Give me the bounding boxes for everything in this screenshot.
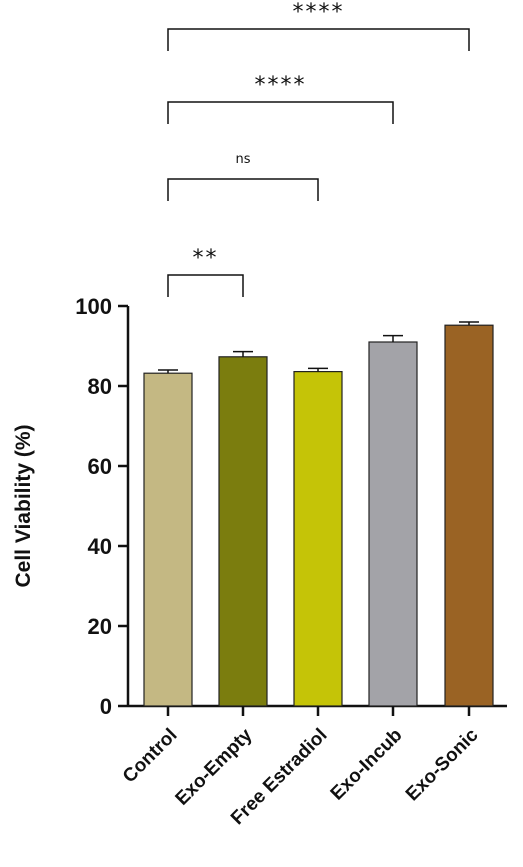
significance-brackets: ** ns **** **** [167, 0, 470, 297]
bars [143, 321, 494, 707]
y-tick-label: 80 [88, 374, 112, 399]
bar [444, 324, 494, 707]
significance-bracket [167, 274, 244, 297]
significance-label: ** [193, 246, 219, 271]
y-tick-label: 0 [100, 694, 112, 719]
category-label: Control [119, 725, 182, 788]
bar [368, 341, 418, 707]
significance-bracket [167, 101, 394, 124]
y-axis-title: Cell Viability (%) [12, 425, 35, 588]
significance-bracket [167, 28, 470, 51]
bar [293, 371, 343, 707]
y-tick-label: 100 [75, 294, 112, 319]
significance-label: ns [235, 152, 250, 167]
bar [218, 356, 268, 707]
category-label: Exo-Incub [327, 725, 407, 805]
significance-label: **** [255, 73, 307, 98]
bar [143, 372, 193, 707]
significance-label: **** [293, 0, 345, 25]
significance-bracket [167, 178, 319, 201]
y-tick-label: 40 [88, 534, 112, 559]
y-tick-label: 60 [88, 454, 112, 479]
y-ticks: 0 20 40 60 80 100 [75, 294, 128, 719]
y-tick-label: 20 [88, 614, 112, 639]
category-label: Exo-Sonic [402, 724, 483, 805]
